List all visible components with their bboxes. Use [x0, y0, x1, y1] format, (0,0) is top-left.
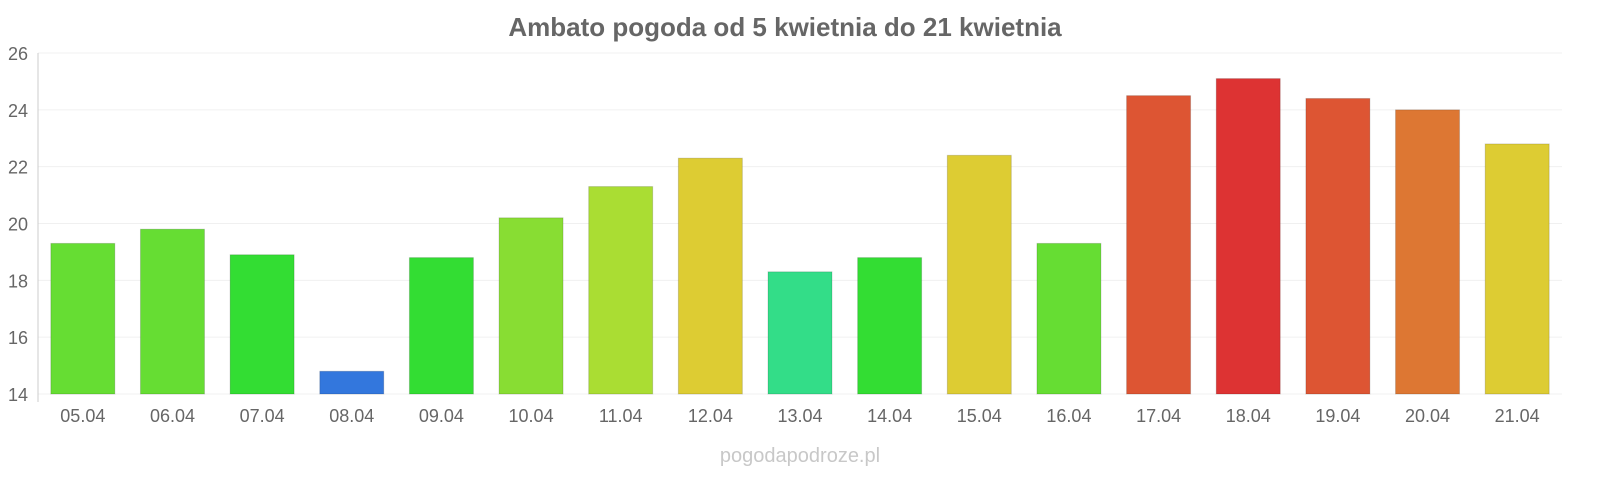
y-tick-label: 26	[8, 44, 28, 64]
y-tick-label: 20	[8, 215, 28, 235]
x-tick-label: 21.04	[1495, 406, 1540, 426]
y-tick-label: 18	[8, 271, 28, 291]
y-tick-label: 16	[8, 328, 28, 348]
x-tick-label: 16.04	[1046, 406, 1091, 426]
bar-20.04	[1395, 109, 1461, 395]
bar-06.04	[139, 228, 205, 395]
bar-16.04	[1036, 242, 1102, 395]
x-tick-label: 18.04	[1226, 406, 1271, 426]
x-tick-label: 05.04	[60, 406, 105, 426]
x-tick-label: 13.04	[777, 406, 822, 426]
y-tick-label: 14	[8, 385, 28, 405]
bar-09.04	[408, 257, 474, 395]
x-tick-label: 12.04	[688, 406, 733, 426]
x-tick-label: 09.04	[419, 406, 464, 426]
x-tick-label: 17.04	[1136, 406, 1181, 426]
bar-14.04	[857, 257, 923, 395]
bar-12.04	[677, 157, 743, 395]
y-tick-label: 24	[8, 101, 28, 121]
bar-07.04	[229, 254, 295, 395]
bar-11.04	[588, 186, 654, 395]
bar-13.04	[767, 271, 833, 395]
x-tick-label: 15.04	[957, 406, 1002, 426]
bar-17.04	[1126, 95, 1192, 395]
y-tick-label: 22	[8, 158, 28, 178]
x-tick-label: 11.04	[599, 406, 643, 426]
x-tick-label: 20.04	[1405, 406, 1450, 426]
chart-title: Ambato pogoda od 5 kwietnia do 21 kwietn…	[508, 12, 1062, 42]
x-tick-label: 10.04	[509, 406, 554, 426]
watermark: pogodapodroze.pl	[720, 445, 880, 467]
x-tick-label: 19.04	[1315, 406, 1360, 426]
bar-19.04	[1305, 97, 1371, 395]
x-tick-label: 08.04	[329, 406, 374, 426]
bar-15.04	[946, 154, 1012, 395]
bar-08.04	[319, 370, 385, 395]
bar-21.04	[1484, 143, 1550, 395]
bar-18.04	[1215, 78, 1281, 395]
x-tick-label: 07.04	[240, 406, 285, 426]
x-tick-label: 14.04	[867, 406, 912, 426]
bar-10.04	[498, 217, 564, 395]
bar-05.04	[50, 242, 116, 395]
x-tick-label: 06.04	[150, 406, 195, 426]
